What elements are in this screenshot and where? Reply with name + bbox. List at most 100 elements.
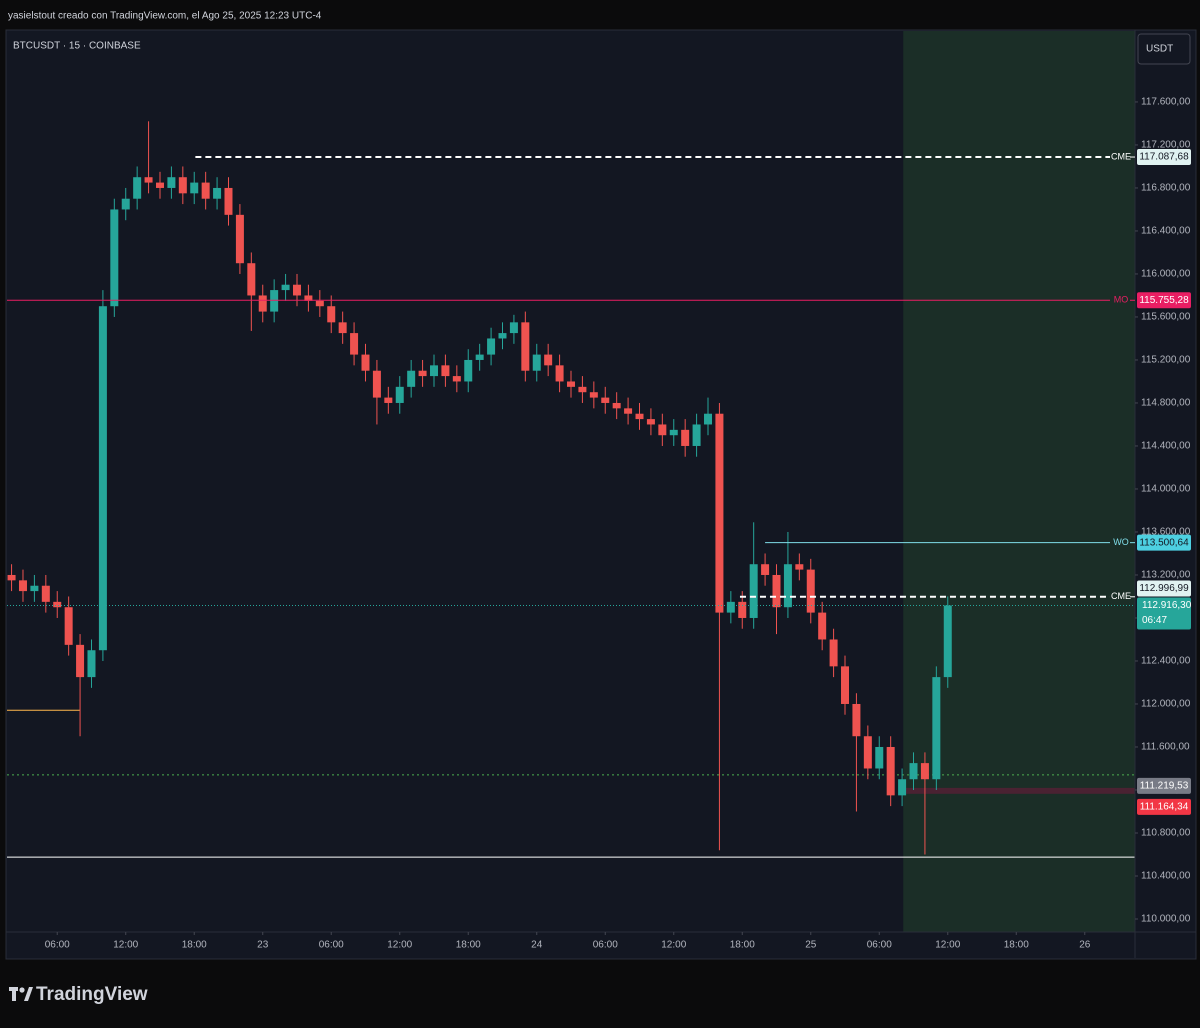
candle-body: [806, 569, 815, 613]
price-tag: [1137, 777, 1191, 794]
candle-body: [121, 198, 130, 210]
x-tick-label: 06:00: [593, 940, 618, 951]
candle-body: [715, 413, 724, 613]
y-tick-label: 117.600,00: [1141, 97, 1191, 108]
candle-body: [738, 601, 747, 618]
candle-body: [110, 209, 119, 307]
logo-icon: [9, 987, 33, 1001]
candle-body: [133, 177, 142, 199]
candle-body: [475, 354, 484, 360]
candle-body: [669, 429, 678, 436]
candle-body: [704, 413, 712, 425]
candle-body: [338, 322, 347, 334]
price-tag-label: 117.087,68: [1139, 152, 1189, 163]
candle-body: [64, 607, 73, 645]
candle-body: [395, 386, 404, 403]
candle-body: [829, 639, 838, 667]
candle-body: [532, 354, 541, 371]
candle-body: [578, 386, 587, 393]
candle-body: [612, 402, 621, 409]
x-tick-label: 12:00: [387, 940, 412, 951]
candle-body: [567, 381, 575, 387]
candle-body: [909, 763, 918, 780]
y-tick-label: 116.800,00: [1141, 183, 1191, 194]
y-tick-label: 117.200,00: [1141, 140, 1191, 151]
x-tick-label: 06:00: [867, 940, 892, 951]
candle-body: [886, 746, 895, 796]
candle-body: [167, 177, 176, 188]
candle-body: [41, 585, 50, 602]
y-tick-label: 116.400,00: [1141, 226, 1191, 237]
candle-body: [464, 359, 473, 382]
candle-body: [943, 605, 952, 678]
candle-body: [555, 365, 564, 382]
candle-body: [372, 370, 381, 398]
candle-body: [601, 397, 610, 403]
candle-body: [224, 187, 233, 215]
candle-body: [201, 182, 210, 199]
candle-body: [76, 644, 85, 678]
x-tick-label: 06:00: [319, 940, 344, 951]
price-tag: [1137, 149, 1191, 166]
candle-body: [772, 574, 781, 608]
band: [905, 787, 1135, 794]
candle-body: [544, 354, 553, 366]
candle-body: [726, 601, 735, 613]
y-tick-label: 113.200,00: [1141, 570, 1191, 581]
y-tick-label: 110.000,00: [1141, 914, 1191, 925]
candle-body: [98, 306, 107, 651]
candle-body: [418, 370, 427, 377]
y-tick-label: 111.600,00: [1141, 742, 1190, 753]
countdown: 06:47: [1142, 615, 1167, 626]
candle-body: [270, 290, 279, 312]
level-name: CME: [1111, 151, 1131, 161]
x-tick-label: 23: [257, 940, 269, 951]
candle-body: [852, 703, 861, 737]
price-tag-label: 113.500,64: [1139, 537, 1189, 548]
x-tick-label: 18:00: [456, 940, 481, 951]
candle-body: [441, 365, 450, 377]
candle-body: [281, 284, 290, 291]
candle-body: [646, 419, 655, 425]
candle-body: [155, 182, 164, 188]
candle-body: [761, 564, 770, 575]
time-zone: [903, 31, 1135, 932]
y-tick-label: 112.400,00: [1141, 656, 1191, 667]
candle-body: [681, 429, 690, 446]
candle-body: [841, 666, 850, 704]
candle-body: [521, 322, 530, 371]
candle-body: [292, 284, 301, 296]
x-tick-label: 12:00: [935, 940, 960, 951]
caption: yasielstout creado con TradingView.com, …: [8, 11, 322, 22]
price-tag: [1137, 534, 1191, 551]
logo: TradingView: [36, 984, 148, 1005]
candle-body: [920, 763, 929, 780]
candle-body: [818, 612, 827, 640]
candle-body: [898, 779, 907, 796]
candle-body: [247, 263, 256, 296]
level-name: CME: [1111, 591, 1131, 601]
currency[interactable]: USDT: [1146, 44, 1173, 55]
candle-body: [53, 601, 62, 608]
candle-body: [258, 295, 267, 312]
candle-body: [315, 300, 324, 307]
currency-button[interactable]: [1137, 33, 1191, 65]
candle-body: [932, 677, 941, 780]
y-tick-label: 110.800,00: [1141, 828, 1191, 839]
candle-body: [327, 306, 336, 323]
candle-body: [692, 424, 701, 446]
last-price-label: 112.916,30: [1142, 600, 1192, 611]
level-name: WO: [1113, 537, 1129, 547]
y-tick-label: 114.400,00: [1141, 441, 1191, 452]
candle-body: [635, 413, 644, 420]
y-tick-label: 110.400,00: [1141, 871, 1191, 882]
candle-body: [235, 214, 244, 264]
symbol-title: BTCUSDT · 15 · COINBASE: [13, 41, 141, 52]
x-tick-label: 12:00: [661, 940, 686, 951]
candle-body: [658, 424, 667, 436]
y-tick-label: 112.000,00: [1141, 699, 1191, 710]
x-tick-label: 18:00: [730, 940, 755, 951]
candle-body: [384, 397, 393, 403]
price-tag-label: 111.219,53: [1140, 781, 1189, 792]
candle-body: [30, 585, 39, 592]
